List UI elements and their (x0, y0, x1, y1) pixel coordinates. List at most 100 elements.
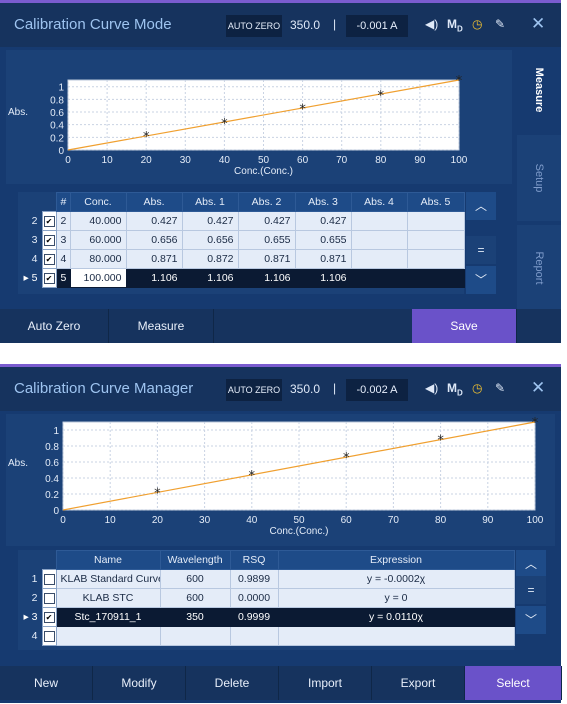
close-icon[interactable]: ✕ (531, 378, 546, 397)
row-index-cell: 2 (18, 588, 42, 608)
table-row[interactable]: ▸ 3 ✔ Stc_170911_1 350 0.9999 y = 0.0110χ (18, 607, 515, 627)
table-row[interactable]: 4 ✔ 4 80.000 0.871 0.872 0.871 0.871 (18, 249, 465, 269)
row-number: 5 (55, 268, 71, 288)
x-tick-label: 80 (435, 515, 447, 526)
calibration-plot: 0 10 20 30 40 50 60 70 80 90 10000.20.40.60.81****… (8, 74, 468, 177)
new-button[interactable]: New (0, 666, 93, 700)
tab-setup[interactable]: Setup (517, 135, 561, 221)
unchecked-checkbox[interactable] (43, 592, 55, 604)
absorbance-cell: 0.656 (125, 230, 183, 250)
header-spacer (18, 550, 42, 570)
auto-zero-button[interactable]: Auto Zero (0, 309, 109, 343)
rsq-cell: 0.9999 (229, 607, 279, 627)
speaker-icon[interactable]: ◀) (425, 381, 439, 395)
column-header[interactable]: # (55, 192, 71, 212)
concentration-cell[interactable]: 60.000 (69, 230, 127, 250)
row-checkbox-cell[interactable]: ✔ (41, 230, 57, 250)
data-point: * (378, 89, 385, 104)
chevron-down-icon[interactable]: ﹀ (516, 606, 546, 634)
export-button[interactable]: Export (372, 666, 465, 700)
measurement-table[interactable]: # Conc. Abs. Abs. 1 Abs. 2 Abs. 3 Abs. 4… (18, 192, 465, 294)
row-index: 4 (31, 253, 38, 265)
column-header[interactable]: Name (55, 550, 161, 570)
table-row[interactable]: 2 ✔ 2 40.000 0.427 0.427 0.427 0.427 (18, 211, 465, 231)
row-checkbox-cell[interactable]: ✔ (41, 607, 57, 627)
column-header[interactable]: Abs. 2 (237, 192, 296, 212)
absorbance-cell: 0.655 (294, 230, 352, 250)
row-checkbox-cell[interactable] (41, 588, 57, 608)
chevron-down-icon[interactable]: ﹀ (466, 266, 496, 294)
table-row[interactable]: 4 (18, 626, 515, 646)
measure-button[interactable]: Measure (109, 309, 214, 343)
x-tick-label: 70 (336, 155, 348, 166)
row-checkbox-cell[interactable] (41, 626, 57, 646)
action-bar: New Modify Delete Import Export Select (0, 666, 562, 700)
row-checkbox-cell[interactable]: ✔ (41, 249, 57, 269)
x-tick-label: 60 (341, 515, 353, 526)
auto-zero-header-button[interactable]: AUTO ZERO (226, 379, 282, 401)
save-button[interactable]: Save (412, 309, 517, 343)
column-header[interactable]: Abs. 1 (181, 192, 239, 212)
select-button[interactable]: Select (465, 666, 562, 700)
tab-report[interactable]: Report (517, 225, 561, 311)
column-header[interactable]: Conc. (69, 192, 127, 212)
header-spacer (18, 192, 42, 212)
chevron-up-icon[interactable]: ︿ (466, 192, 496, 220)
checked-checkbox[interactable]: ✔ (43, 215, 55, 227)
row-index-cell: 4 (18, 626, 42, 646)
close-icon[interactable]: ✕ (531, 14, 546, 33)
concentration-cell[interactable]: 40.000 (69, 211, 127, 231)
y-tick-label: 0.2 (45, 490, 59, 501)
checked-checkbox[interactable]: ✔ (43, 253, 55, 265)
table-row[interactable]: 2 KLAB STC 600 0.0000 y = 0 (18, 588, 515, 608)
checked-checkbox[interactable]: ✔ (43, 611, 55, 623)
table-row[interactable]: 1 KLAB Standard Curve 600 0.9899 y = -0.0002… (18, 569, 515, 589)
row-index: 2 (31, 215, 38, 227)
import-button[interactable]: Import (279, 666, 372, 700)
edit-icon[interactable]: ✎ (495, 17, 506, 31)
table-row[interactable]: 3 ✔ 3 60.000 0.656 0.656 0.655 0.655 (18, 230, 465, 250)
concentration-cell[interactable]: 100.000 (69, 268, 127, 288)
row-checkbox-cell[interactable] (41, 569, 57, 589)
data-point: * (343, 451, 350, 466)
unchecked-checkbox[interactable] (43, 630, 55, 642)
equals-icon[interactable]: = (516, 576, 546, 604)
column-header[interactable]: Abs. (125, 192, 183, 212)
x-tick-label: 0 (65, 155, 71, 166)
delete-button[interactable]: Delete (186, 666, 279, 700)
clock-icon[interactable]: ◷ (472, 17, 483, 31)
column-header[interactable]: Abs. 5 (406, 192, 465, 212)
speaker-icon[interactable]: ◀) (425, 17, 439, 31)
y-tick-label: 1 (53, 426, 59, 437)
x-tick-label: 70 (388, 515, 400, 526)
absorbance-cell (406, 211, 465, 231)
x-tick-label: 50 (258, 155, 270, 166)
mode-icon[interactable]: MD (447, 17, 463, 34)
modify-button[interactable]: Modify (93, 666, 186, 700)
mode-icon[interactable]: MD (447, 381, 463, 398)
concentration-cell[interactable]: 80.000 (69, 249, 127, 269)
column-header[interactable]: Wavelength (159, 550, 231, 570)
curve-list-table[interactable]: Name Wavelength RSQ Expression 1 KLAB Sta… (18, 550, 515, 650)
column-header[interactable]: RSQ (229, 550, 279, 570)
row-checkbox-cell[interactable]: ✔ (41, 268, 57, 288)
readout-separator: | (333, 381, 337, 395)
equals-icon[interactable]: = (466, 236, 496, 264)
chevron-up-icon[interactable]: ︿ (516, 550, 546, 578)
y-tick-label: 0.6 (45, 458, 59, 469)
column-header[interactable]: Abs. 4 (350, 192, 408, 212)
table-row[interactable]: ▸ 5 ✔ 5 100.000 1.106 1.106 1.106 1.106 (18, 268, 465, 288)
row-index-cell: ▸ 3 (18, 607, 42, 627)
auto-zero-header-button[interactable]: AUTO ZERO (226, 15, 282, 37)
column-header[interactable]: Expression (277, 550, 515, 570)
row-checkbox-cell[interactable]: ✔ (41, 211, 57, 231)
absorbance-cell: 0.427 (181, 211, 239, 231)
column-header[interactable]: Abs. 3 (294, 192, 352, 212)
tab-measure[interactable]: Measure (517, 47, 561, 133)
checked-checkbox[interactable]: ✔ (43, 234, 55, 246)
unchecked-checkbox[interactable] (43, 573, 55, 585)
checked-checkbox[interactable]: ✔ (43, 272, 55, 284)
edit-icon[interactable]: ✎ (495, 381, 506, 395)
clock-icon[interactable]: ◷ (472, 381, 483, 395)
data-point: * (532, 416, 539, 431)
